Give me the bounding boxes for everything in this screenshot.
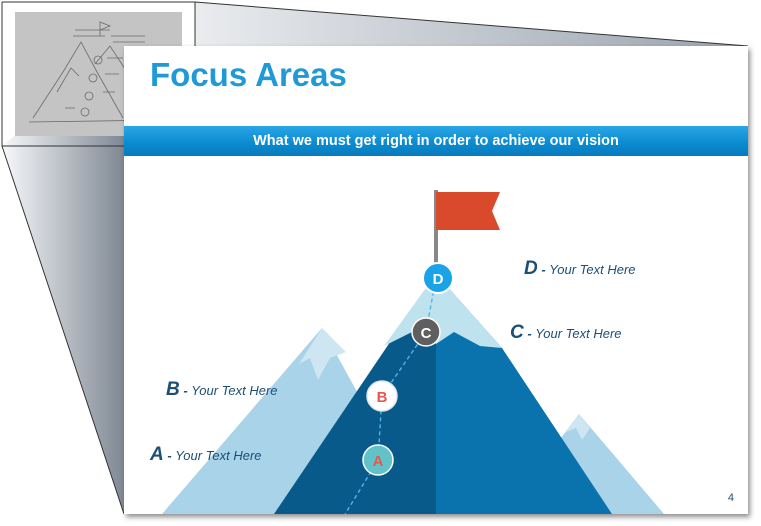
slide-title: Focus Areas	[150, 56, 347, 93]
slide: Focus Areas What we must get right in or…	[124, 46, 748, 514]
banner-text: What we must get right in order to achie…	[253, 133, 619, 149]
label-d: D - Your Text Here	[524, 258, 636, 280]
back-left-snow	[299, 328, 346, 380]
mountain-illustration: D C B A	[162, 190, 664, 514]
label-c-dash: -	[523, 326, 536, 341]
frame-top-face	[124, 2, 748, 136]
label-d-text: Your Text Here	[549, 262, 636, 277]
marker-d: D	[422, 262, 454, 294]
label-b-letter: B	[166, 379, 180, 400]
label-c-text: Your Text Here	[535, 326, 622, 341]
marker-d-letter: D	[433, 271, 444, 288]
climb-path	[344, 277, 437, 514]
label-d-letter: D	[524, 258, 538, 279]
flag-icon	[436, 192, 500, 230]
label-a-letter: A	[150, 444, 164, 465]
vision-banner: What we must get right in order to achie…	[124, 126, 748, 156]
frame-edge-bottom	[1, 145, 125, 515]
label-a-text: Your Text Here	[175, 448, 262, 463]
label-a: A - Your Text Here	[150, 444, 262, 466]
marker-c-letter: C	[421, 325, 432, 342]
label-d-dash: -	[537, 262, 550, 277]
label-b-dash: -	[179, 383, 192, 398]
label-c-letter: C	[510, 322, 524, 343]
marker-a: A	[362, 444, 394, 476]
frame-edge-top	[194, 1, 749, 47]
frame-left-face	[2, 46, 124, 514]
label-b-text: Your Text Here	[191, 383, 278, 398]
back-right-snow	[566, 414, 590, 440]
label-c: C - Your Text Here	[510, 322, 622, 344]
marker-b: B	[366, 380, 398, 412]
page-number: 4	[727, 492, 734, 504]
flag-pole	[434, 190, 438, 278]
marker-a-letter: A	[373, 453, 384, 470]
marker-c: C	[411, 317, 441, 347]
label-a-dash: -	[163, 448, 176, 463]
marker-b-letter: B	[377, 389, 388, 406]
label-b: B - Your Text Here	[166, 379, 278, 401]
